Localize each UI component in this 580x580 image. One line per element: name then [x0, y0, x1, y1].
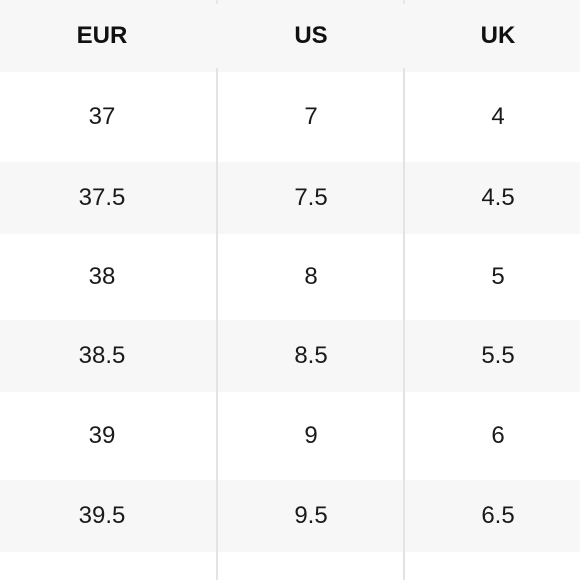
cell-us: 7.5	[294, 184, 328, 211]
cell-eur: 38	[88, 263, 116, 290]
table-row: 38.5 8.5 5.5	[0, 320, 580, 392]
header-us: US	[294, 22, 328, 49]
table-row: 39.5 9.5 6.5	[0, 480, 580, 552]
cell-eur: 38.5	[78, 342, 126, 369]
table-row: 38 8 5	[0, 234, 580, 320]
cell-us: 7	[304, 103, 318, 130]
cell-eur: 37.5	[78, 184, 126, 211]
header-eur: EUR	[76, 22, 128, 49]
cell-eur: 37	[88, 103, 116, 130]
column-divider-top	[216, 0, 218, 4]
cell-us: 8	[304, 263, 318, 290]
cell-uk: 6	[491, 422, 505, 449]
column-divider-top	[403, 0, 405, 4]
table-row: 37 7 4	[0, 72, 580, 162]
cell-uk: 5	[491, 263, 505, 290]
cell-us: 9.5	[294, 502, 328, 529]
header-uk: UK	[480, 22, 516, 49]
cell-eur: 39	[88, 422, 116, 449]
column-divider	[403, 68, 405, 580]
table-row: 39 9 6	[0, 392, 580, 480]
table-row: 37.5 7.5 4.5	[0, 162, 580, 234]
cell-us: 8.5	[294, 342, 328, 369]
cell-uk: 4.5	[481, 184, 515, 211]
cell-uk: 5.5	[481, 342, 515, 369]
column-divider	[216, 68, 218, 580]
cell-uk: 6.5	[481, 502, 515, 529]
cell-us: 9	[304, 422, 318, 449]
table-header-row: EUR US UK	[0, 0, 580, 72]
cell-eur: 39.5	[78, 502, 126, 529]
cell-uk: 4	[491, 103, 505, 130]
